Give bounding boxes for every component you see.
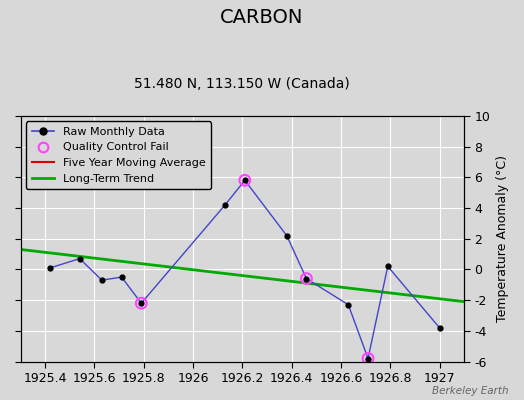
- Y-axis label: Temperature Anomaly (°C): Temperature Anomaly (°C): [496, 155, 509, 322]
- Point: [302, 276, 311, 282]
- Text: CARBON: CARBON: [220, 8, 304, 27]
- Legend: Raw Monthly Data, Quality Control Fail, Five Year Moving Average, Long-Term Tren: Raw Monthly Data, Quality Control Fail, …: [26, 121, 211, 189]
- Text: Berkeley Earth: Berkeley Earth: [432, 386, 508, 396]
- Point: [241, 177, 249, 184]
- Point: [137, 300, 146, 306]
- Title: 51.480 N, 113.150 W (Canada): 51.480 N, 113.150 W (Canada): [135, 77, 350, 91]
- Point: [364, 355, 372, 362]
